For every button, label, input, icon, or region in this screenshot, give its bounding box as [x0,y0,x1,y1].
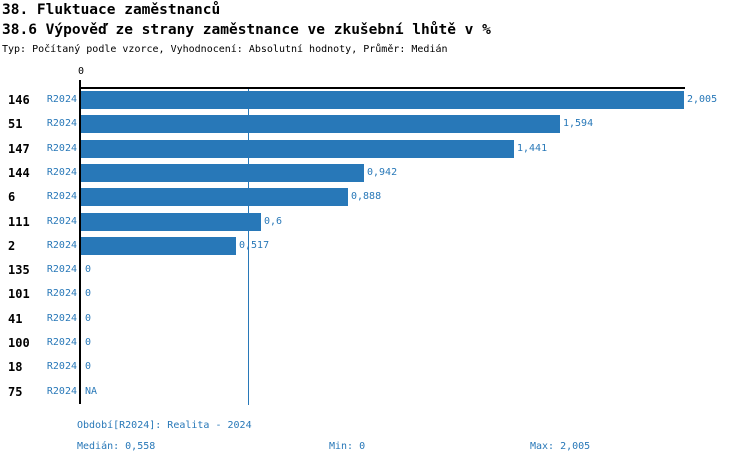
max-stat-label: Max: 2,005 [530,441,591,452]
chart-row: 146 R2024 2,005 [0,88,750,112]
x-axis-line [79,87,685,89]
series-label: R2024 [46,118,77,130]
series-label: R2024 [46,385,77,397]
series-label: R2024 [46,312,77,324]
category-label: 144 [8,165,30,180]
category-label: 101 [8,287,30,302]
category-label: 2 [8,238,16,253]
series-label: R2024 [46,288,77,300]
chart-row: 2 R2024 0,517 [0,234,750,258]
value-label: NA [85,385,98,397]
bar [81,139,514,158]
chart-row: 75 R2024 NA [0,380,750,404]
category-label: 111 [8,214,30,229]
period-label: Období[R2024]: Realita - 2024 [77,420,252,431]
median-line [248,89,249,405]
value-label: 1,441 [517,142,548,154]
chart-row: 51 R2024 1,594 [0,112,750,136]
bar [81,188,348,207]
chart-row: 6 R2024 0,888 [0,185,750,209]
value-label: 0,942 [367,166,398,178]
chart-row: 111 R2024 0,6 [0,210,750,234]
series-label: R2024 [46,142,77,154]
chart-row: 41 R2024 0 [0,307,750,331]
value-label: 0,888 [351,191,382,203]
report-title: 38. Fluktuace zaměstnanců [2,2,221,18]
series-label: R2024 [46,215,77,227]
bar [81,115,560,134]
chart-row: 147 R2024 1,441 [0,137,750,161]
bar [81,163,364,182]
median-stat-label: Medián: 0,558 [77,441,156,452]
value-label: 0,6 [264,215,283,227]
series-label: R2024 [46,94,77,105]
value-label: 0 [85,288,92,300]
category-label: 41 [8,311,23,326]
x-axis-tick-label: 0 [77,66,85,77]
category-label: 18 [8,360,23,375]
category-label: 6 [8,190,16,205]
series-label: R2024 [46,337,77,348]
chart-row: 100 R2024 0 [0,331,750,355]
series-label: R2024 [46,264,77,276]
value-label: 0 [85,264,92,276]
series-label: R2024 [46,361,77,373]
y-axis-line [79,80,81,404]
value-label: 0,517 [239,239,270,251]
category-label: 146 [8,93,30,107]
value-label: 0 [85,312,92,324]
chart-row: 135 R2024 0 [0,258,750,282]
chart-row: 18 R2024 0 [0,355,750,379]
series-label: R2024 [46,239,77,251]
min-stat-label: Min: 0 [329,441,366,452]
bar [81,236,236,255]
chart-row: 101 R2024 0 [0,282,750,306]
category-label: 51 [8,117,23,132]
category-label: 147 [8,141,30,156]
report-subtitle: 38.6 Výpověď ze strany zaměstnance ve zk… [2,22,491,38]
category-label: 75 [8,384,23,399]
bar [81,212,261,231]
value-label: 2,005 [687,94,718,105]
value-label: 0 [85,361,92,373]
report-meta-line: Typ: Počítaný podle vzorce, Vyhodnocení:… [2,44,448,55]
series-label: R2024 [46,191,77,203]
chart-row: 144 R2024 0,942 [0,161,750,185]
bar [81,91,684,109]
value-label: 1,594 [563,118,594,130]
category-label: 100 [8,336,30,350]
value-label: 0 [85,337,92,348]
category-label: 135 [8,263,30,278]
series-label: R2024 [46,166,77,178]
